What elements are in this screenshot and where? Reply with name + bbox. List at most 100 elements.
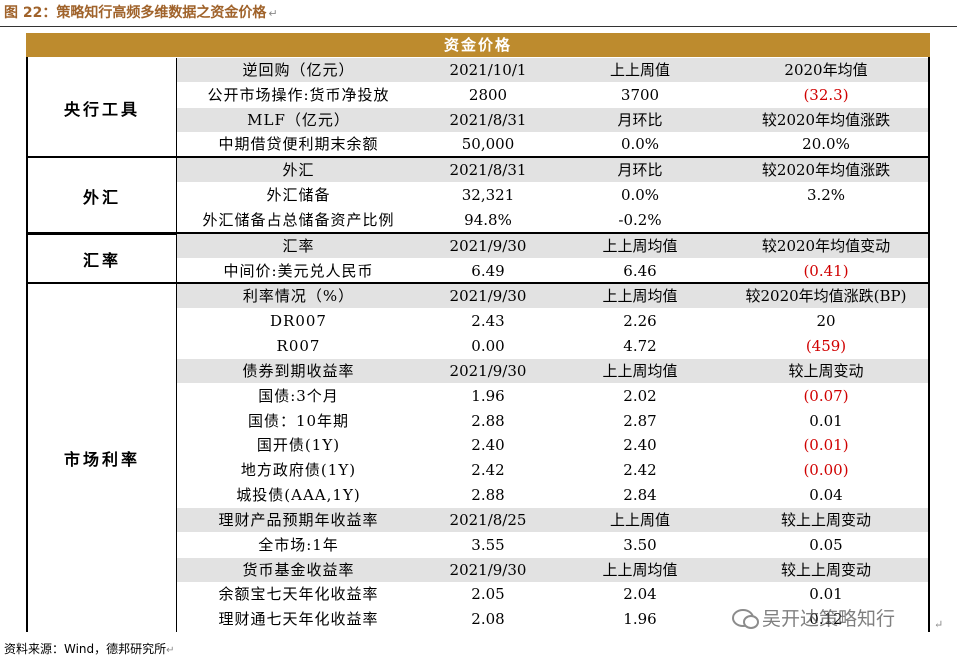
- table-row: 外汇储备占总储备资产比例 94.8% -0.2%: [177, 208, 928, 232]
- section-divider: [26, 156, 930, 159]
- change-value: 20.0%: [802, 135, 850, 154]
- date-value: 2021/10/1: [449, 61, 527, 79]
- header-row: 汇率 2021/9/30 上上周均值 较2020年均值变动: [177, 233, 928, 258]
- date-value: 2021/9/30: [449, 287, 527, 306]
- table-banner: 资金价格: [26, 33, 930, 57]
- header-row: 货币基金收益率 2021/9/30 上上周均值 较上上周变动: [177, 557, 928, 582]
- compare-value: 4.72: [623, 337, 657, 356]
- compare-value: 上上周值: [609, 61, 670, 79]
- change-value: 较2020年均值涨跌: [761, 110, 891, 129]
- section-divider: [26, 282, 930, 285]
- change-value: (0.41): [803, 261, 849, 280]
- row-label: 逆回购（亿元）: [242, 61, 355, 79]
- date-value: 3.55: [471, 535, 505, 554]
- change-value: 0.01: [809, 585, 843, 604]
- date-value: 94.8%: [464, 210, 512, 229]
- compare-value: 6.46: [623, 261, 657, 280]
- row-label: 地方政府债(1Y): [240, 461, 357, 480]
- row-label: 外汇: [282, 161, 315, 180]
- change-value: 20: [816, 312, 836, 331]
- compare-value: 上上周均值: [602, 361, 678, 380]
- row-label: MLF（亿元）: [247, 110, 350, 129]
- table-row: 全市场:1年 3.55 3.50 0.05: [177, 533, 928, 557]
- source-note: 资料来源：Wind，德邦研究所↵: [4, 642, 175, 656]
- header-row: 外汇 2021/8/31 月环比 较2020年均值涨跌: [177, 158, 928, 183]
- date-value: 2.88: [471, 486, 505, 505]
- date-value: 2.42: [471, 461, 505, 480]
- table-row: 城投债(AAA,1Y) 2.88 2.84 0.04: [177, 483, 928, 507]
- row-label: 中间价:美元兑人民币: [223, 261, 374, 280]
- table-row: DR007 2.43 2.26 20: [177, 309, 928, 333]
- date-value: 2.43: [471, 312, 505, 331]
- compare-value: 0.0%: [620, 135, 660, 154]
- change-value: (0.00): [803, 461, 849, 480]
- change-value: 较2020年均值涨跌(BP): [745, 287, 907, 306]
- row-label: 全市场:1年: [258, 535, 339, 554]
- row-label: 外汇储备占总储备资产比例: [202, 210, 395, 229]
- change-value: (32.3): [803, 85, 849, 104]
- compare-value: 2.42: [623, 461, 657, 480]
- row-label: 汇率: [282, 236, 315, 255]
- change-value: (459): [805, 337, 847, 356]
- date-value: 2800: [468, 85, 508, 104]
- table-row: 国开债(1Y) 2.40 2.40 (0.01): [177, 433, 928, 457]
- date-value: 1.96: [471, 386, 505, 405]
- compare-value: 2.40: [623, 436, 657, 455]
- compare-value: 3700: [620, 85, 660, 104]
- compare-value: 2.84: [623, 486, 657, 505]
- change-value: 较上周变动: [788, 361, 864, 380]
- watermark: 吴开达策略知行: [732, 604, 895, 631]
- row-label: 余额宝七天年化收益率: [218, 585, 379, 604]
- row-label: 利率情况（%）: [242, 287, 355, 306]
- table-row: 公开市场操作:货币净投放 2800 3700 (32.3): [177, 83, 928, 107]
- column-divider: [176, 284, 177, 633]
- header-row: 理财产品预期年收益率 2021/8/25 上上周值 较上上周变动: [177, 507, 928, 532]
- header-row: 利率情况（%） 2021/9/30 上上周均值 较2020年均值涨跌(BP): [177, 284, 928, 309]
- date-value: 2021/8/31: [449, 110, 527, 129]
- row-label: 理财通七天年化收益率: [218, 610, 379, 629]
- row-label: 债券到期收益率: [242, 361, 355, 380]
- table-frame: [26, 33, 930, 632]
- row-label: R007: [276, 337, 321, 356]
- table-row: 国债：10年期 2.88 2.87 0.01: [177, 409, 928, 433]
- row-label: 外汇储备: [266, 186, 331, 205]
- change-value: 较上上周变动: [780, 560, 871, 579]
- compare-value: 上上周值: [609, 510, 670, 529]
- date-value: 50,000: [461, 135, 515, 154]
- compare-value: 月环比: [617, 110, 663, 129]
- change-value: (0.01): [803, 436, 849, 455]
- title-rule: [0, 26, 957, 27]
- row-label: 理财产品预期年收益率: [218, 510, 379, 529]
- date-value: 2.05: [471, 585, 505, 604]
- figure-title: 图 22：策略知行高频多维数据之资金价格 ↵: [4, 5, 278, 21]
- date-value: 2021/9/30: [449, 361, 527, 380]
- section-label: 市场利率: [63, 450, 140, 470]
- date-value: 2.40: [471, 436, 505, 455]
- header-row: MLF（亿元） 2021/8/31 月环比 较2020年均值涨跌: [177, 107, 928, 132]
- compare-value: 2.02: [623, 386, 657, 405]
- change-value: 0.05: [809, 535, 843, 554]
- row-label: 中期借贷便利期末余额: [218, 135, 379, 154]
- date-value: 2021/8/31: [449, 161, 527, 180]
- change-value: 较上上周变动: [780, 510, 871, 529]
- row-label: 国债:3个月: [258, 386, 339, 405]
- table-row: R007 0.00 4.72 (459): [177, 334, 928, 358]
- table-row: 中期借贷便利期末余额 50,000 0.0% 20.0%: [177, 132, 928, 156]
- date-value: 2021/9/30: [449, 560, 527, 579]
- change-value: 0.12: [809, 610, 843, 629]
- watermark-text: 吴开达策略知行: [762, 608, 896, 630]
- compare-value: 0.0%: [620, 186, 660, 205]
- compare-value: 月环比: [617, 161, 663, 180]
- column-divider: [176, 58, 177, 158]
- row-label: 公开市场操作:货币净投放: [207, 85, 390, 104]
- compare-value: 上上周均值: [602, 236, 678, 255]
- change-value: 2020年均值: [784, 61, 868, 79]
- row-label: 城投债(AAA,1Y): [236, 486, 361, 505]
- column-divider: [176, 233, 177, 284]
- compare-value: 2.87: [623, 411, 657, 430]
- date-value: 2021/8/25: [449, 510, 527, 529]
- header-row: 债券到期收益率 2021/9/30 上上周均值 较上周变动: [177, 358, 928, 383]
- compare-value: 3.50: [623, 535, 657, 554]
- table-row: 外汇储备 32,321 0.0% 3.2%: [177, 183, 928, 207]
- compare-value: 2.04: [623, 585, 657, 604]
